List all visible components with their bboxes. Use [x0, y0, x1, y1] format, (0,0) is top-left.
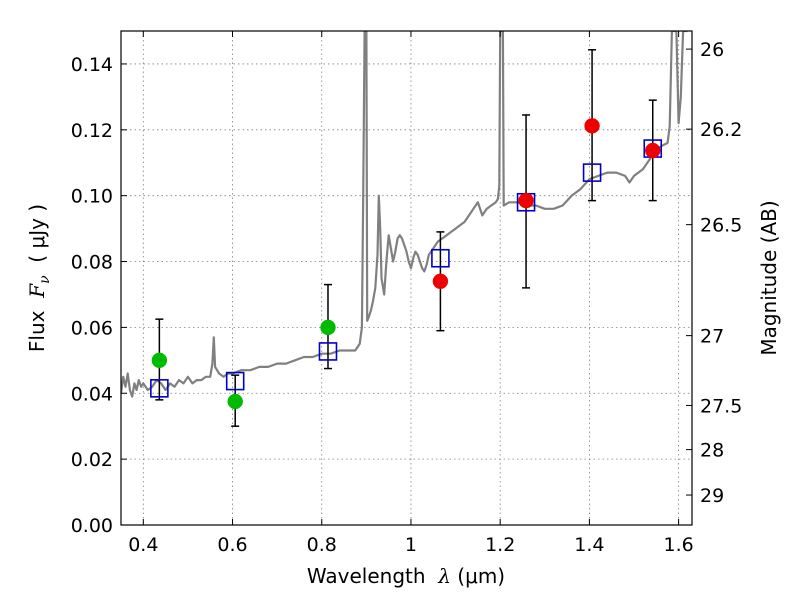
model-square-3: [431, 248, 450, 268]
y2-tick-labels: 26 26.2 26.5 27 27.5 28 29: [700, 39, 742, 507]
y2-tick-label-2: 26.5: [700, 215, 742, 237]
observed-optical-point-0: [151, 352, 168, 369]
y-tick-label-4: 0.08: [71, 252, 113, 274]
spectrum-line: [121, 31, 688, 398]
y2-tick-label-5: 28: [700, 440, 724, 462]
y-tick-label-6: 0.12: [71, 120, 113, 142]
x-tick-label-0: 0.4: [128, 534, 158, 556]
observed-infrared-point-3: [644, 142, 661, 159]
plot-area: [121, 31, 688, 427]
y-tick-label-7: 0.14: [71, 54, 113, 76]
x-tick-label-1: 0.6: [217, 534, 247, 556]
model-square-2: [318, 342, 338, 361]
y-tick-label-1: 0.02: [71, 449, 113, 471]
y-axis-label: Flux Fν ( μJy ): [25, 204, 53, 352]
y-tick-label-3: 0.06: [71, 317, 113, 339]
y-tick-label-5: 0.10: [71, 186, 113, 208]
x-tick-label-2: 0.8: [307, 534, 337, 556]
observed-infrared-point-0: [432, 273, 449, 290]
axes-frame: [120, 30, 693, 526]
observed-infrared-point-2: [584, 118, 600, 134]
y2-tick-label-0: 26: [700, 39, 724, 61]
x-axis-label: Wavelength λ (μm): [307, 564, 505, 588]
y-tick-labels: 0.00 0.02 0.04 0.06 0.08 0.10 0.12 0.14: [71, 54, 113, 537]
tick-marks: [121, 31, 692, 526]
y-tick-label-2: 0.04: [71, 383, 113, 405]
model-square-5: [582, 163, 602, 182]
marker-layer: [150, 118, 663, 410]
model-square-1: [225, 371, 245, 391]
x-tick-label-4: 1.2: [485, 534, 515, 556]
observed-infrared-point-1: [518, 192, 534, 209]
x-tick-label-3: 1: [405, 534, 417, 556]
model-square-0: [150, 379, 169, 398]
observed-optical-point-1: [227, 393, 243, 410]
y2-axis-label: Magnitude (AB): [757, 200, 781, 355]
x-tick-labels: 0.4 0.6 0.8 1 1.2 1.4 1.6: [128, 534, 694, 556]
y2-tick-label-4: 27.5: [700, 395, 742, 417]
observed-optical-point-2: [320, 319, 336, 336]
y2-tick-label-3: 27: [700, 326, 724, 348]
spectrum-layer: [121, 31, 688, 398]
y-tick-label-0: 0.00: [71, 515, 113, 537]
y2-tick-label-1: 26.2: [700, 119, 742, 141]
y2-tick-label-6: 29: [700, 485, 724, 507]
x-tick-label-5: 1.4: [574, 534, 604, 556]
x-tick-label-6: 1.6: [664, 534, 694, 556]
